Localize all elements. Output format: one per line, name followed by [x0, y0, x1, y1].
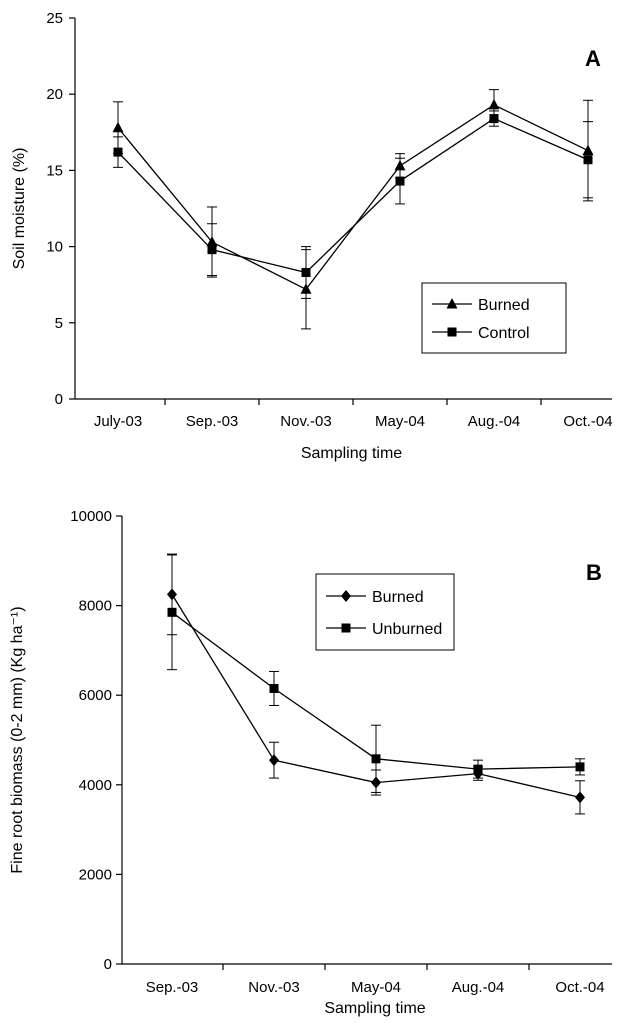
x-tick-label: Sep.-03 [186, 413, 239, 430]
y-tick-label: 5 [55, 315, 63, 332]
legend-box [422, 283, 566, 353]
x-tick-label: Nov.-03 [280, 413, 331, 430]
legend-label: Burned [372, 589, 424, 606]
x-tick-label: Aug.-04 [452, 979, 505, 996]
data-point [575, 791, 585, 803]
data-point [372, 754, 381, 763]
chart-panel-a: 0 5 10 15 20 25 July-03 Sep.-03 Nov.-03 May-04 Aug… [11, 10, 621, 462]
x-axis-title: Sampling time [301, 445, 402, 462]
data-point [489, 99, 500, 110]
data-point [114, 148, 123, 157]
data-point [584, 155, 593, 164]
legend: Burned Unburned [316, 574, 454, 650]
data-point [168, 608, 177, 617]
series-control [113, 111, 593, 298]
legend-marker [448, 328, 457, 337]
y-tick-label: 15 [46, 162, 63, 179]
y-tick-label: 0 [55, 391, 63, 408]
data-point [270, 684, 279, 693]
x-tick-label: Oct.-04 [555, 979, 604, 996]
x-tick-label: Nov.-03 [248, 979, 299, 996]
panel-label: B [586, 560, 602, 585]
y-tick-label: 0 [104, 956, 112, 973]
chart-panel-b: 0 2000 4000 6000 8000 10000 Sep.-03 Nov.-03 May-… [9, 508, 621, 1017]
y-tick-label: 10000 [70, 508, 112, 525]
y-tick-label: 25 [46, 10, 63, 27]
series-line [118, 119, 588, 273]
x-tick-label: Sep.-03 [146, 979, 199, 996]
legend-marker [342, 624, 351, 633]
data-point [576, 762, 585, 771]
x-tick-label: May-04 [351, 979, 401, 996]
data-point [474, 765, 483, 774]
data-point [302, 268, 311, 277]
x-tick-label: Oct.-04 [563, 413, 612, 430]
legend-box [316, 574, 454, 650]
legend-label: Unburned [372, 621, 442, 638]
y-tick-label: 6000 [79, 687, 112, 704]
legend: Burned Control [422, 283, 566, 353]
y-tick-label: 20 [46, 86, 63, 103]
x-tick-label: July-03 [94, 413, 142, 430]
data-point [269, 754, 279, 766]
legend-label: Burned [478, 297, 530, 314]
y-tick-label: 10 [46, 239, 63, 256]
panel-label: A [585, 46, 601, 71]
y-tick-label: 2000 [79, 866, 112, 883]
y-axis-title: Soil moisture (%) [11, 148, 28, 270]
y-tick-label: 4000 [79, 777, 112, 794]
data-point [396, 177, 405, 186]
y-axis-title: Fine root biomass (0-2 mm) (Kg ha⁻¹) [9, 606, 26, 873]
x-axis-title: Sampling time [324, 1000, 425, 1017]
data-point [113, 122, 124, 133]
data-point [208, 245, 217, 254]
y-tick-label: 8000 [79, 598, 112, 615]
series-line [118, 105, 588, 289]
legend-label: Control [478, 325, 530, 342]
x-tick-label: May-04 [375, 413, 425, 430]
x-tick-label: Aug.-04 [468, 413, 521, 430]
data-point [490, 114, 499, 123]
